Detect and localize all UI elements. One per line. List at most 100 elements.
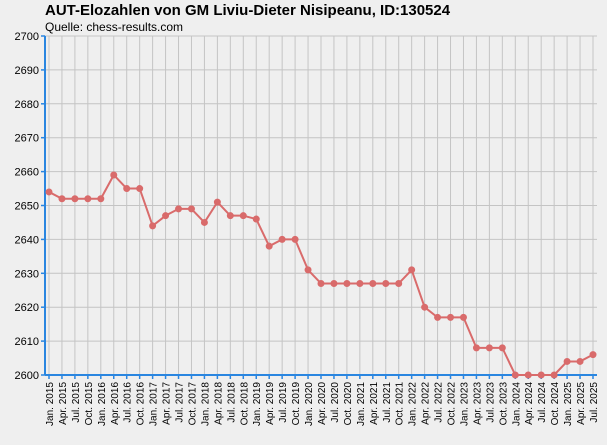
y-tick-label: 2680 [15, 99, 39, 111]
y-tick-label: 2620 [15, 302, 39, 314]
x-tick-label: Oct. 2017 [187, 382, 198, 426]
data-point [447, 313, 455, 321]
data-point [498, 344, 506, 352]
y-tick-label: 2650 [15, 201, 39, 213]
data-point [149, 222, 157, 230]
axes [41, 35, 597, 379]
data-point [511, 371, 519, 379]
x-tick-label: Jul. 2025 [589, 382, 600, 423]
x-tick-label: Jan. 2022 [408, 382, 419, 426]
x-tick-label: Apr. 2019 [265, 382, 276, 425]
data-point [291, 235, 299, 243]
data-point [434, 313, 442, 321]
x-tick-label: Jan. 2023 [459, 382, 470, 426]
data-point [175, 205, 183, 213]
x-tick-label: Jan. 2021 [356, 382, 367, 426]
x-tick-label: Oct. 2018 [239, 382, 250, 426]
data-point [408, 266, 416, 274]
x-tick-label: Jan. 2016 [97, 382, 108, 426]
x-tick-label: Oct. 2019 [291, 382, 302, 426]
data-point [524, 371, 532, 379]
x-tick-label: Oct. 2023 [498, 382, 509, 426]
x-tick-label: Oct. 2022 [447, 382, 458, 426]
data-point [589, 351, 597, 359]
data-point [162, 212, 170, 220]
x-tick-label: Jul. 2021 [382, 382, 393, 423]
x-tick-label: Apr. 2016 [110, 382, 121, 425]
y-tick-label: 2690 [15, 65, 39, 77]
chart-subtitle: Quelle: chess-results.com [45, 20, 184, 34]
x-tick-label: Jul. 2019 [278, 382, 289, 423]
x-tick-label: Jan. 2018 [200, 382, 211, 426]
x-tick-label: Jan. 2024 [511, 382, 522, 426]
data-point [382, 279, 390, 287]
x-tick-label: Jan. 2015 [45, 382, 56, 426]
y-tick-label: 2660 [15, 167, 39, 179]
data-point [213, 198, 221, 206]
data-point [58, 195, 66, 203]
x-tick-label: Apr. 2015 [58, 382, 69, 425]
data-point [369, 279, 377, 287]
x-tick-label: Oct. 2020 [343, 382, 354, 426]
x-tick-label: Jan. 2025 [563, 382, 574, 426]
x-tick-label: Apr. 2025 [576, 382, 587, 425]
x-tick-label: Jul. 2016 [123, 382, 134, 423]
data-point [84, 195, 92, 203]
x-tick-label: Jan. 2020 [304, 382, 315, 426]
x-tick-label: Jul. 2017 [175, 382, 186, 423]
data-point [485, 344, 493, 352]
data-point [304, 266, 312, 274]
data-point [395, 279, 403, 287]
y-tick-label: 2600 [15, 370, 39, 382]
x-tick-label: Apr. 2018 [213, 382, 224, 425]
data-point [459, 313, 467, 321]
data-point [265, 242, 273, 250]
data-point [563, 357, 571, 365]
data-point [472, 344, 480, 352]
x-tick-label: Jul. 2020 [330, 382, 341, 423]
x-tick-label: Jul. 2022 [434, 382, 445, 423]
data-point [343, 279, 351, 287]
x-tick-label: Oct. 2015 [84, 382, 95, 426]
y-tick-label: 2610 [15, 336, 39, 348]
data-point [110, 171, 118, 179]
data-point [252, 215, 260, 223]
data-point [239, 212, 247, 220]
x-tick-label: Apr. 2017 [162, 382, 173, 425]
x-tick-label: Jan. 2017 [149, 382, 160, 426]
data-point [537, 371, 545, 379]
x-tick-label: Jul. 2018 [226, 382, 237, 423]
x-tick-label: Apr. 2022 [421, 382, 432, 425]
x-tick-label: Oct. 2016 [136, 382, 147, 426]
y-axis-ticks: 2600 2610 2620 2630 2640 2650 2660 2670 2680 2690… [15, 31, 39, 382]
data-point [71, 195, 79, 203]
y-tick-label: 2670 [15, 133, 39, 145]
data-point [356, 279, 364, 287]
x-tick-label: Oct. 2024 [550, 382, 561, 426]
x-tick-label: Jul. 2023 [485, 382, 496, 423]
data-point [330, 279, 338, 287]
x-axis-ticks: Jan. 2015 Apr. 2015 Jul. 2015 Oct. 2015 Jan.… [45, 382, 600, 426]
x-tick-label: Apr. 2023 [472, 382, 483, 425]
data-point [97, 195, 105, 203]
data-point [136, 185, 144, 193]
data-point [550, 371, 558, 379]
data-point [187, 205, 195, 213]
data-point [317, 279, 325, 287]
x-tick-label: Jan. 2019 [252, 382, 263, 426]
x-tick-label: Apr. 2024 [524, 382, 535, 425]
data-point [226, 212, 234, 220]
y-tick-label: 2630 [15, 268, 39, 280]
y-tick-label: 2700 [15, 31, 39, 43]
elo-series [45, 171, 597, 379]
x-tick-label: Apr. 2021 [369, 382, 380, 425]
x-tick-label: Oct. 2021 [395, 382, 406, 426]
x-tick-label: Apr. 2020 [317, 382, 328, 425]
data-point [576, 357, 584, 365]
data-point [278, 235, 286, 243]
y-tick-label: 2640 [15, 234, 39, 246]
data-point [200, 218, 208, 226]
data-point [421, 303, 429, 311]
x-tick-label: Jul. 2024 [537, 382, 548, 423]
